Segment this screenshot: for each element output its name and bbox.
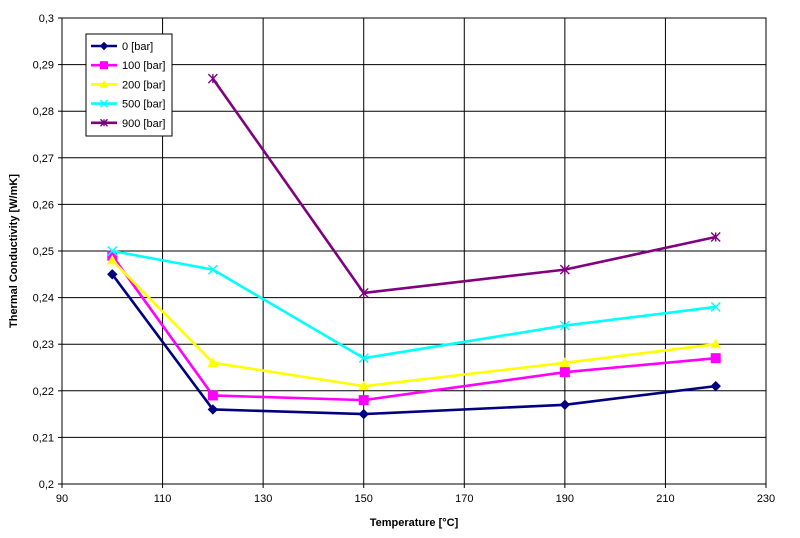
data-point [207,264,218,275]
x-tick-label: 190 [556,493,574,505]
data-point [358,395,369,406]
data-point [207,390,218,401]
data-point [358,353,369,364]
data-point [207,73,218,84]
legend-label: 100 [bar] [122,60,165,72]
data-point [710,232,721,243]
y-tick-label: 0,29 [33,60,54,72]
y-tick-label: 0,25 [33,246,54,258]
series-line [112,249,716,360]
legend-label: 200 [bar] [122,79,165,91]
data-point [106,254,118,265]
data-point [207,357,219,367]
data-point [358,380,370,391]
y-tick-label: 0,23 [33,339,54,351]
legend-item: 200 [bar] [91,79,165,91]
legend-item: 0 [bar] [91,41,153,53]
y-axis-ticks: 0,2 0,21 0,22 0,23 0,24 0,25 0,26 0,27 0,28 0,29 0… [33,13,62,491]
x-axis-ticks: 90 110 130 150 170 190 210 230 [56,484,775,505]
y-tick-label: 0,3 [39,13,54,25]
data-point [710,301,721,312]
data-point [710,380,721,392]
legend-item: 900 [bar] [91,118,165,130]
y-tick-label: 0,26 [33,199,54,211]
data-point [559,399,571,410]
series-line [111,254,716,402]
data-point [358,287,369,298]
legend-marker [99,79,109,88]
series-200-bar [106,254,722,391]
y-tick-label: 0,21 [33,432,54,444]
y-tick-label: 0,22 [33,386,54,398]
series-0-bar [107,269,721,420]
x-tick-label: 210 [656,493,674,505]
y-tick-label: 0,27 [33,153,54,165]
x-tick-label: 90 [56,493,68,505]
y-tick-label: 0,28 [33,106,54,118]
y-axis-title: Thermal Conductivity [W/mK] [8,174,20,328]
legend-label: 0 [bar] [122,41,153,53]
series-group [106,73,722,420]
x-tick-label: 150 [355,493,373,505]
x-axis-title: Temperature [°C] [370,517,459,529]
legend: 0 [bar] 100 [bar] 200 [bar] 500 [bar] 900 [b… [85,33,173,137]
data-point [559,264,570,275]
data-point [107,246,118,256]
data-point [710,353,721,364]
x-tick-label: 230 [757,493,775,505]
x-tick-label: 170 [455,493,473,505]
data-point [559,320,570,331]
data-point [207,404,219,415]
series-line [211,77,716,295]
x-tick-label: 110 [154,493,172,505]
x-tick-label: 130 [254,493,272,505]
legend-marker [99,41,109,51]
data-point [559,367,570,378]
data-point [559,357,571,367]
legend-marker [100,118,108,127]
legend-item: 500 [bar] [91,99,165,111]
data-point [358,408,369,420]
y-tick-label: 0,2 [39,479,54,491]
y-tick-label: 0,24 [33,293,54,305]
series-500-bar [107,246,721,364]
data-point [710,338,722,349]
legend-marker [100,61,108,70]
legend-marker [100,99,108,108]
legend-label: 900 [bar] [122,118,165,130]
legend-label: 500 [bar] [122,99,165,111]
series-900-bar [207,73,721,298]
data-point [107,269,118,280]
legend-item: 100 [bar] [91,60,165,72]
